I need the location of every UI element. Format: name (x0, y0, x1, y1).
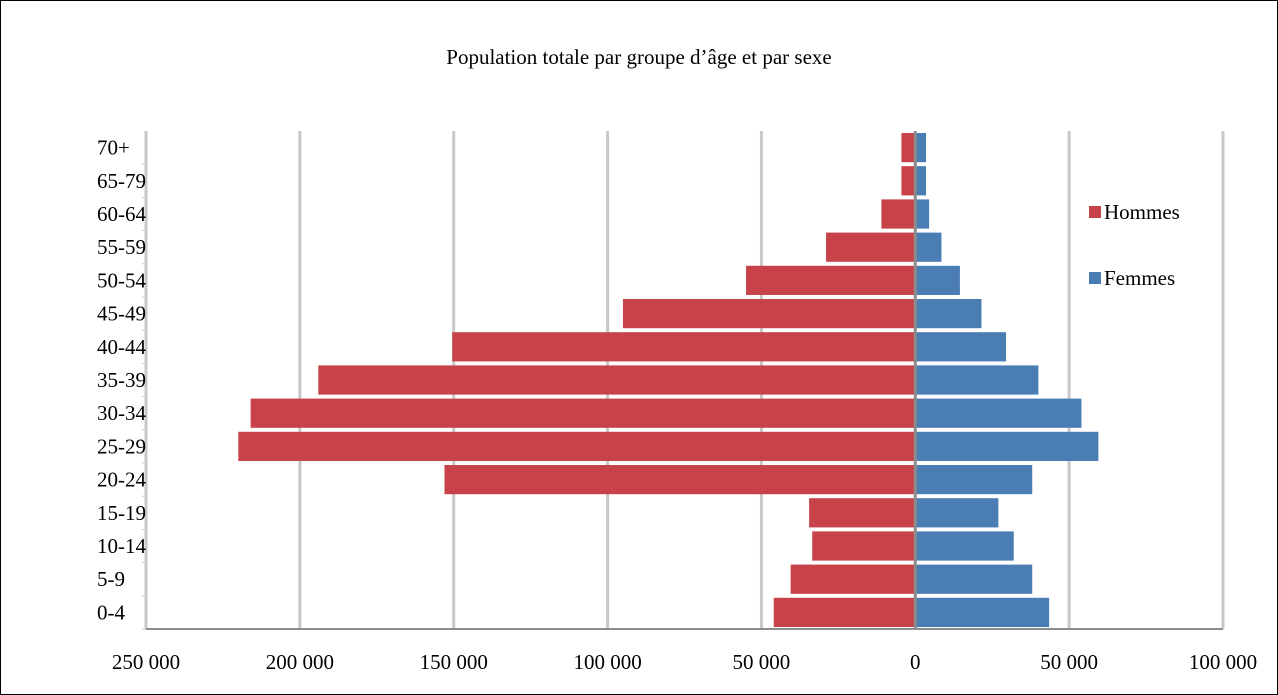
x-tick-label: 50 000 (1040, 650, 1098, 674)
y-tick-label: 45-49 (97, 302, 146, 326)
bar-femmes-65-79 (915, 166, 927, 196)
y-tick-label: 65-79 (97, 169, 146, 193)
y-tick-label: 30-34 (97, 401, 146, 425)
bar-femmes-60-64 (915, 199, 930, 229)
bar-hommes-50-54 (746, 265, 916, 296)
x-tick-label: 250 000 (112, 650, 180, 674)
y-tick-label: 70+ (97, 136, 130, 160)
legend: Hommes Femmes (1089, 197, 1249, 329)
bar-hommes-25-29 (238, 431, 916, 462)
bar-hommes-40-44 (452, 332, 916, 362)
bar-femmes-5-9 (915, 564, 1033, 594)
legend-swatch-hommes (1089, 206, 1101, 218)
bar-hommes-55-59 (826, 232, 916, 262)
y-tick-label: 15-19 (97, 501, 146, 525)
bar-femmes-25-29 (915, 431, 1099, 462)
y-tick-label: 5-9 (97, 567, 125, 591)
x-tick-label: 100 000 (1189, 650, 1257, 674)
y-tick-label: 20-24 (97, 468, 146, 492)
bar-hommes-70+ (901, 132, 916, 163)
bar-femmes-40-44 (915, 332, 1007, 362)
legend-item-femmes: Femmes (1089, 263, 1249, 293)
x-tick-labels: 250 000 200 000 150 000 100 000 50 000 0 50 00… (112, 650, 1257, 674)
y-tick-label: 0-4 (97, 600, 125, 624)
bar-hommes-20-24 (444, 464, 916, 495)
bar-femmes-10-14 (915, 531, 1014, 561)
bar-femmes-55-59 (915, 232, 942, 262)
x-tick-label: 50 000 (733, 650, 791, 674)
axes (142, 131, 1223, 630)
y-tick-label: 55-59 (97, 235, 146, 259)
x-tick-label: 0 (910, 650, 921, 674)
y-tick-label: 10-14 (97, 534, 146, 558)
bar-hommes-65-79 (901, 166, 916, 196)
y-tick-label: 25-29 (97, 434, 146, 458)
bar-hommes-5-9 (790, 564, 916, 594)
bar-hommes-15-19 (809, 498, 916, 528)
y-tick-labels: 0-4 5-9 10-14 15-19 20-24 25-29 30-34 35-39 40-4… (97, 136, 146, 625)
y-tick-label: 40-44 (97, 335, 146, 359)
bar-femmes-70+ (915, 132, 927, 163)
bar-hommes-45-49 (622, 298, 916, 329)
bar-femmes-50-54 (915, 265, 960, 296)
bar-femmes-15-19 (915, 498, 999, 528)
bars (238, 132, 1099, 628)
x-tick-label: 150 000 (420, 650, 488, 674)
bar-hommes-0-4 (773, 597, 916, 628)
legend-swatch-femmes (1089, 272, 1101, 284)
legend-label-femmes: Femmes (1104, 265, 1176, 290)
bar-femmes-35-39 (915, 365, 1039, 395)
legend-item-hommes: Hommes (1089, 197, 1249, 227)
y-tick-label: 60-64 (97, 202, 146, 226)
bar-femmes-20-24 (915, 464, 1033, 495)
bar-hommes-10-14 (812, 531, 916, 561)
y-tick-label: 35-39 (97, 368, 146, 392)
x-tick-label: 200 000 (266, 650, 334, 674)
legend-label-hommes: Hommes (1104, 199, 1180, 224)
bar-hommes-30-34 (250, 398, 916, 428)
x-tick-label: 100 000 (573, 650, 641, 674)
y-tick-label: 50-54 (97, 268, 146, 292)
bar-femmes-0-4 (915, 597, 1050, 628)
bar-femmes-30-34 (915, 398, 1082, 428)
chart-title: Population totale par groupe d’âge et pa… (446, 45, 832, 69)
bar-hommes-60-64 (881, 199, 916, 229)
bar-femmes-45-49 (915, 298, 982, 329)
bar-hommes-35-39 (318, 365, 916, 395)
